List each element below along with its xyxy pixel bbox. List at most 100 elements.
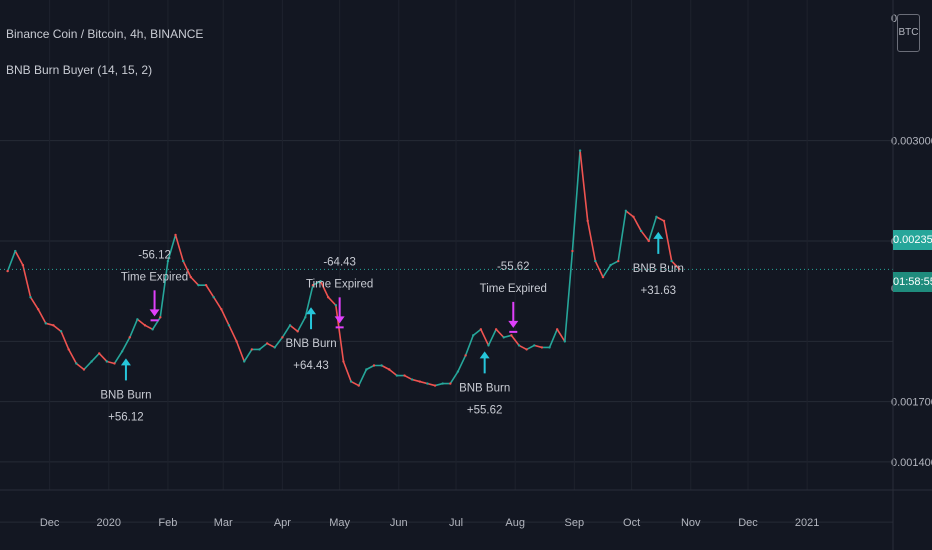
price-point (136, 318, 139, 321)
price-point (525, 348, 528, 351)
price-segment (472, 328, 482, 337)
price-point (128, 336, 131, 339)
price-point (624, 209, 628, 213)
price-segment (487, 328, 497, 347)
sell-label: Time Expired (480, 283, 547, 295)
price-segment (632, 216, 642, 232)
price-point (433, 384, 437, 387)
buy-value: +64.43 (293, 360, 329, 372)
time-tick-label: 2021 (795, 517, 819, 529)
time-tick-label: Jul (449, 517, 463, 529)
price-segment (533, 344, 543, 349)
price-segment (335, 304, 345, 363)
price-point (609, 263, 612, 267)
price-segment (273, 336, 284, 349)
price-point (113, 362, 116, 365)
price-point (181, 259, 185, 263)
price-point (548, 346, 551, 349)
price-point (212, 296, 215, 299)
price-segment (586, 220, 597, 262)
time-tick-label: Apr (274, 517, 291, 529)
price-point (555, 328, 559, 331)
price-segment (174, 234, 184, 262)
price-series (6, 149, 681, 387)
price-segment (418, 380, 429, 385)
chart-grid (0, 0, 893, 523)
price-point (395, 374, 399, 377)
price-point (388, 368, 391, 371)
price-segment (167, 234, 177, 262)
price-point (510, 334, 513, 337)
price-segment (564, 250, 574, 343)
price-point (90, 360, 93, 363)
currency-button[interactable]: BTC (897, 14, 920, 52)
price-tick-label: 0.0014000 (891, 457, 932, 469)
price-point (243, 360, 246, 363)
time-tick-label: Oct (623, 517, 640, 529)
price-segment (464, 334, 475, 357)
price-point (594, 259, 597, 263)
time-tick-label: Aug (505, 517, 525, 529)
price-segment (106, 360, 116, 365)
price-point (227, 324, 231, 327)
sell-label: Time Expired (121, 271, 188, 283)
price-segment (495, 328, 505, 339)
price-point (349, 380, 353, 383)
price-point (410, 378, 414, 381)
price-point (44, 322, 47, 325)
price-tick-label: 0.0030000 (891, 136, 932, 148)
price-point (67, 348, 70, 351)
buy-value: +56.12 (108, 411, 144, 423)
price-point (120, 350, 124, 353)
time-tick-label: Dec (738, 517, 758, 529)
price-point (639, 229, 643, 233)
time-tick-label: Sep (565, 517, 585, 529)
price-segment (480, 328, 490, 347)
price-segment (266, 342, 276, 349)
price-segment (258, 342, 268, 351)
price-point (258, 348, 261, 351)
buy-label: BNB Burn (285, 338, 336, 350)
annotations: BNB Burn +56.12 BNB Burn +64.43 BNB Burn +55.… (100, 231, 684, 423)
price-point (487, 344, 490, 347)
price-point (441, 382, 444, 385)
indicator-legend[interactable]: BNB Burn Buyer (14, 15, 2) (6, 63, 153, 77)
buy-value: +55.62 (467, 404, 503, 416)
price-segment (22, 264, 32, 299)
price-point (288, 324, 292, 327)
price-point (311, 283, 315, 287)
price-tick-label: 0.0017000 (891, 397, 932, 409)
price-segment (228, 324, 238, 343)
price-point (533, 344, 536, 347)
price-segment (548, 328, 558, 349)
price-segment (510, 334, 520, 347)
time-tick-label: 2020 (97, 517, 121, 529)
price-point (426, 382, 429, 385)
price-point (75, 362, 78, 365)
symbol-legend[interactable]: Binance Coin / Bitcoin, 4h, BINANCE (6, 27, 204, 41)
price-point (59, 330, 63, 333)
price-point (578, 149, 582, 152)
price-segment (319, 280, 329, 299)
price-segment (357, 368, 368, 387)
price-segment (52, 324, 62, 333)
price-point (540, 346, 544, 349)
price-segment (571, 149, 581, 252)
price-point (494, 328, 498, 331)
sell-arrow-icon (149, 309, 160, 317)
price-point (105, 360, 109, 363)
price-segment (342, 360, 352, 383)
price-segment (502, 334, 513, 339)
price-point (151, 328, 154, 331)
time-tick-label: Jun (390, 517, 408, 529)
time-tick-label: Nov (681, 517, 701, 529)
price-segment (663, 220, 673, 262)
price-point (265, 342, 269, 345)
price-segment (90, 352, 101, 363)
time-axis: Dec 2020 Feb Mar Apr May Jun Jul Aug Sep Oct Nov Dec… (40, 517, 820, 529)
time-tick-label: Feb (158, 517, 177, 529)
price-point (372, 364, 376, 367)
time-tick-label: Dec (40, 517, 60, 529)
price-point (250, 348, 254, 351)
